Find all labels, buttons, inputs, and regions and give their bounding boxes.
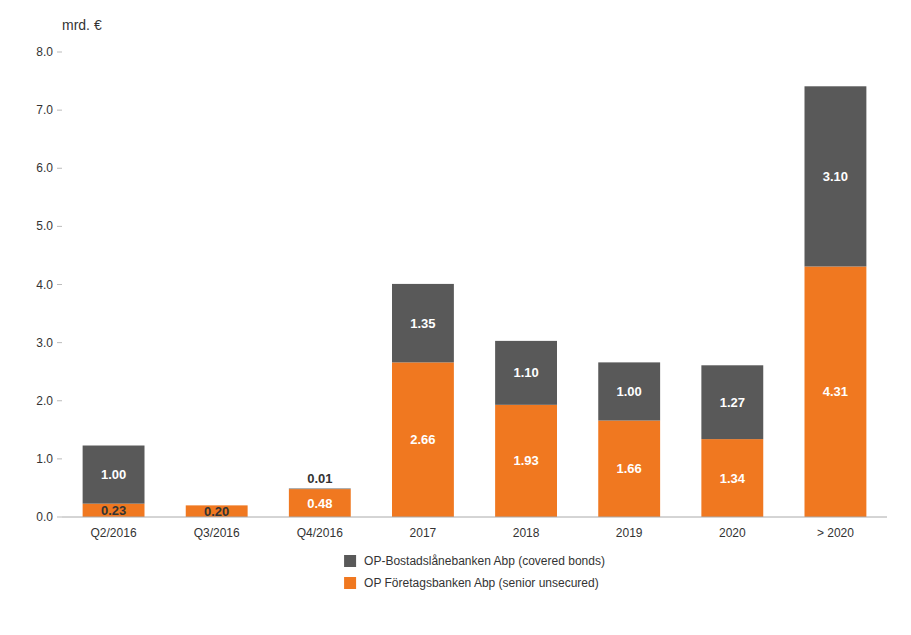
bar [392, 362, 454, 517]
tick-label: 6.0 [36, 161, 53, 175]
tick-label: Q3/2016 [194, 526, 240, 540]
x-axis: Q2/2016 Q3/2016 Q4/2016 2017 2018 2019 2020 > 2… [62, 517, 887, 540]
y-axis: 0.0 1.0 2.0 3.0 4.0 5.0 6.0 7.0 8.0 [36, 45, 62, 524]
data-label: 1.66 [617, 461, 642, 476]
legend-swatch [344, 555, 356, 567]
tick-label: 2017 [410, 526, 437, 540]
tick-mark [57, 168, 62, 169]
tick-label: 3.0 [36, 336, 53, 350]
legend-swatch [344, 577, 356, 589]
data-label: 0.20 [204, 504, 229, 519]
data-label: 1.00 [101, 467, 126, 482]
tick-label: 2020 [719, 526, 746, 540]
tick-label: 0.0 [36, 510, 53, 524]
bar [495, 405, 557, 517]
tick-mark [57, 284, 62, 285]
tick-mark [57, 226, 62, 227]
tick-label: 5.0 [36, 219, 53, 233]
tick-label: 7.0 [36, 103, 53, 117]
bar [701, 365, 763, 439]
data-label: 1.00 [617, 384, 642, 399]
chart: mrd. €0.01.02.03.04.05.06.07.08.00.230.2… [0, 0, 911, 635]
tick-mark [57, 342, 62, 343]
tick-label: Q4/2016 [297, 526, 343, 540]
bar [805, 86, 867, 266]
bar [289, 489, 351, 517]
data-label: 0.01 [307, 471, 332, 486]
bar [289, 488, 351, 490]
y-axis-label: mrd. € [62, 17, 102, 33]
tick-label: 2019 [616, 526, 643, 540]
legend-entry: OP-Bostadslånebanken Abp (covered bonds) [364, 554, 605, 568]
data-label: 0.48 [307, 496, 332, 511]
tick-mark [57, 52, 62, 53]
data-label: 1.10 [513, 365, 538, 380]
tick-mark [57, 517, 62, 518]
data-label: 1.34 [720, 471, 746, 486]
tick-label: 4.0 [36, 278, 53, 292]
bar [598, 362, 660, 420]
bar [495, 341, 557, 405]
bar [805, 266, 867, 517]
legend-entry: OP Företagsbanken Abp (senior unsecured) [364, 576, 599, 590]
data-label: 3.10 [823, 169, 848, 184]
legend: OP-Bostadslånebanken Abp (covered bonds)… [344, 554, 605, 590]
bar [598, 421, 660, 517]
tick-label: 8.0 [36, 45, 53, 59]
data-label: 1.93 [513, 453, 538, 468]
data-labels: 0.23 0.20 0.48 2.66 1.93 1.66 1.34 4.31 1.00 0.01… [101, 169, 848, 519]
bar [83, 446, 145, 504]
tick-mark [57, 458, 62, 459]
tick-mark [57, 110, 62, 111]
data-label: 1.27 [720, 395, 745, 410]
tick-label: Q2/2016 [91, 526, 137, 540]
data-label: 2.66 [410, 432, 435, 447]
bar [392, 284, 454, 362]
tick-label: > 2020 [817, 526, 854, 540]
data-label: 0.23 [101, 503, 126, 518]
bars [83, 86, 867, 517]
data-label: 4.31 [823, 384, 848, 399]
tick-label: 2.0 [36, 394, 53, 408]
bar [83, 504, 145, 517]
bar [701, 439, 763, 517]
tick-label: 2018 [513, 526, 540, 540]
data-label: 1.35 [410, 316, 435, 331]
tick-label: 1.0 [36, 452, 53, 466]
axis-line [62, 517, 887, 518]
tick-mark [57, 400, 62, 401]
